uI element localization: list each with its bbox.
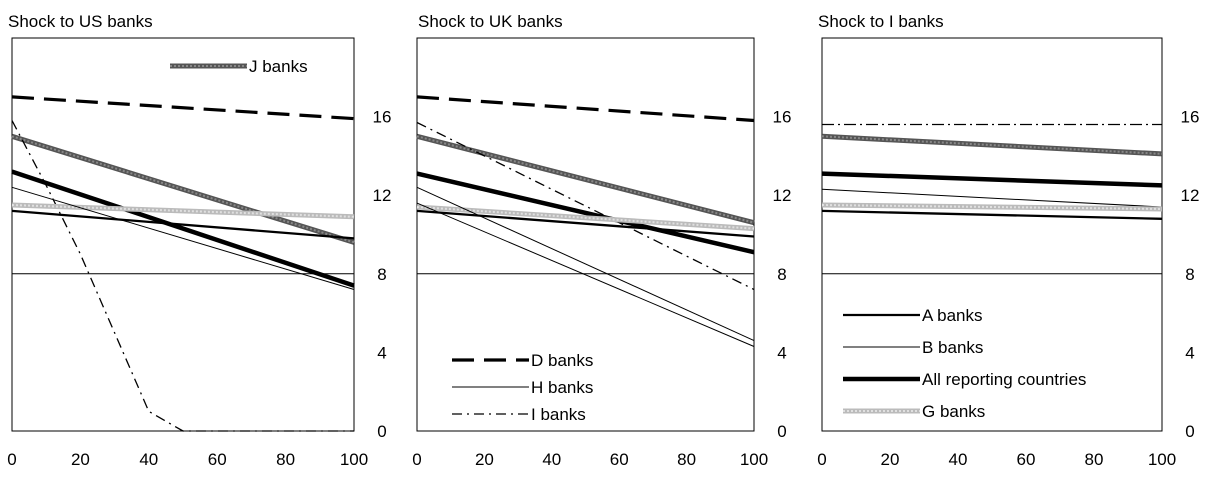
legend-entry-g-banks: G banks	[843, 402, 985, 421]
x-tick-label: 40	[139, 450, 158, 469]
series-b-banks	[11, 186, 355, 290]
series-a-banks	[821, 209, 1163, 220]
x-tick-label: 60	[1017, 450, 1036, 469]
chart-panel-1: Shock to US banks 0 20 40 60 80 100 0 4 8 12 16 J ba…	[7, 12, 391, 469]
legend-entry-j-banks: J banks	[170, 57, 308, 76]
series-b-banks	[416, 186, 755, 342]
y-tick-label: 8	[1185, 265, 1194, 284]
legend-entry-b-banks: B banks	[843, 338, 983, 357]
y-tick-label: 12	[373, 186, 392, 205]
legend-entry-i-banks: I banks	[452, 405, 586, 424]
series-g-banks	[416, 204, 755, 232]
legend-label: D banks	[531, 351, 593, 370]
chart-panel-2: Shock to UK banks 0 20 40 60 80 100 0 4 8 12 16 D ba…	[412, 12, 791, 469]
x-tick-label: 0	[817, 450, 826, 469]
y-tick-label: 0	[1185, 422, 1194, 441]
y-tick-label: 16	[773, 108, 792, 127]
x-tick-label: 100	[1148, 450, 1176, 469]
chart-title: Shock to I banks	[818, 12, 944, 31]
series-b-banks	[821, 188, 1163, 208]
x-tick-label: 20	[475, 450, 494, 469]
x-tick-label: 80	[677, 450, 696, 469]
chart-panel-3: Shock to I banks 0 20 40 60 80 100 0 4 8 12 16 A ban…	[817, 12, 1199, 469]
y-tick-label: 4	[1185, 343, 1194, 362]
series-a-banks	[11, 209, 355, 240]
x-tick-label: 60	[208, 450, 227, 469]
legend-label: All reporting countries	[922, 370, 1086, 389]
legend-entry-a-banks: A banks	[843, 306, 983, 325]
y-tick-label: 8	[777, 265, 786, 284]
x-tick-label: 80	[1085, 450, 1104, 469]
y-tick-label: 12	[1181, 186, 1200, 205]
x-tick-label: 40	[949, 450, 968, 469]
y-tick-label: 16	[1181, 108, 1200, 127]
x-tick-label: 20	[881, 450, 900, 469]
chart-title: Shock to UK banks	[418, 12, 563, 31]
series-h-banks	[416, 202, 755, 347]
series-a-banks	[416, 209, 755, 238]
series-all-reporting-countries	[11, 169, 355, 288]
legend: D banks H banks I banks	[452, 351, 593, 424]
legend-label: A banks	[922, 306, 983, 325]
series-i-banks	[11, 120, 354, 432]
series-j-banks	[416, 133, 755, 226]
y-tick-label: 4	[377, 343, 386, 362]
legend: A banks B banks All reporting countries G b…	[843, 306, 1086, 421]
series-i-banks	[416, 121, 755, 291]
plot-frame	[821, 37, 1163, 432]
legend-entry-d-banks: D banks	[452, 351, 593, 370]
legend-label: I banks	[531, 405, 586, 424]
series-j-banks	[821, 133, 1163, 157]
x-tick-label: 60	[610, 450, 629, 469]
series-d-banks	[11, 95, 355, 121]
x-tick-label: 0	[7, 450, 16, 469]
series-d-banks	[416, 95, 755, 123]
legend-label: B banks	[922, 338, 983, 357]
legend-entry-all-reporting-countries: All reporting countries	[843, 370, 1086, 389]
legend-entry-h-banks: H banks	[452, 378, 593, 397]
series-all-reporting-countries	[416, 171, 755, 255]
x-tick-label: 20	[71, 450, 90, 469]
legend: J banks	[170, 57, 308, 76]
x-tick-label: 100	[740, 450, 768, 469]
series-g-banks	[11, 202, 355, 220]
series-g-banks	[821, 202, 1163, 212]
y-tick-label: 8	[377, 265, 386, 284]
x-tick-label: 40	[542, 450, 561, 469]
chart-title: Shock to US banks	[8, 12, 153, 31]
legend-label: H banks	[531, 378, 593, 397]
plot-frame	[416, 37, 755, 432]
y-tick-label: 16	[373, 108, 392, 127]
legend-label: G banks	[922, 402, 985, 421]
series-all-reporting-countries	[821, 171, 1163, 188]
y-tick-label: 0	[377, 422, 386, 441]
series-j-banks	[11, 133, 355, 245]
y-tick-label: 4	[777, 343, 786, 362]
x-tick-label: 100	[340, 450, 368, 469]
y-tick-label: 12	[773, 186, 792, 205]
x-tick-label: 0	[412, 450, 421, 469]
legend-label: J banks	[249, 57, 308, 76]
x-tick-label: 80	[276, 450, 295, 469]
y-tick-label: 0	[777, 422, 786, 441]
